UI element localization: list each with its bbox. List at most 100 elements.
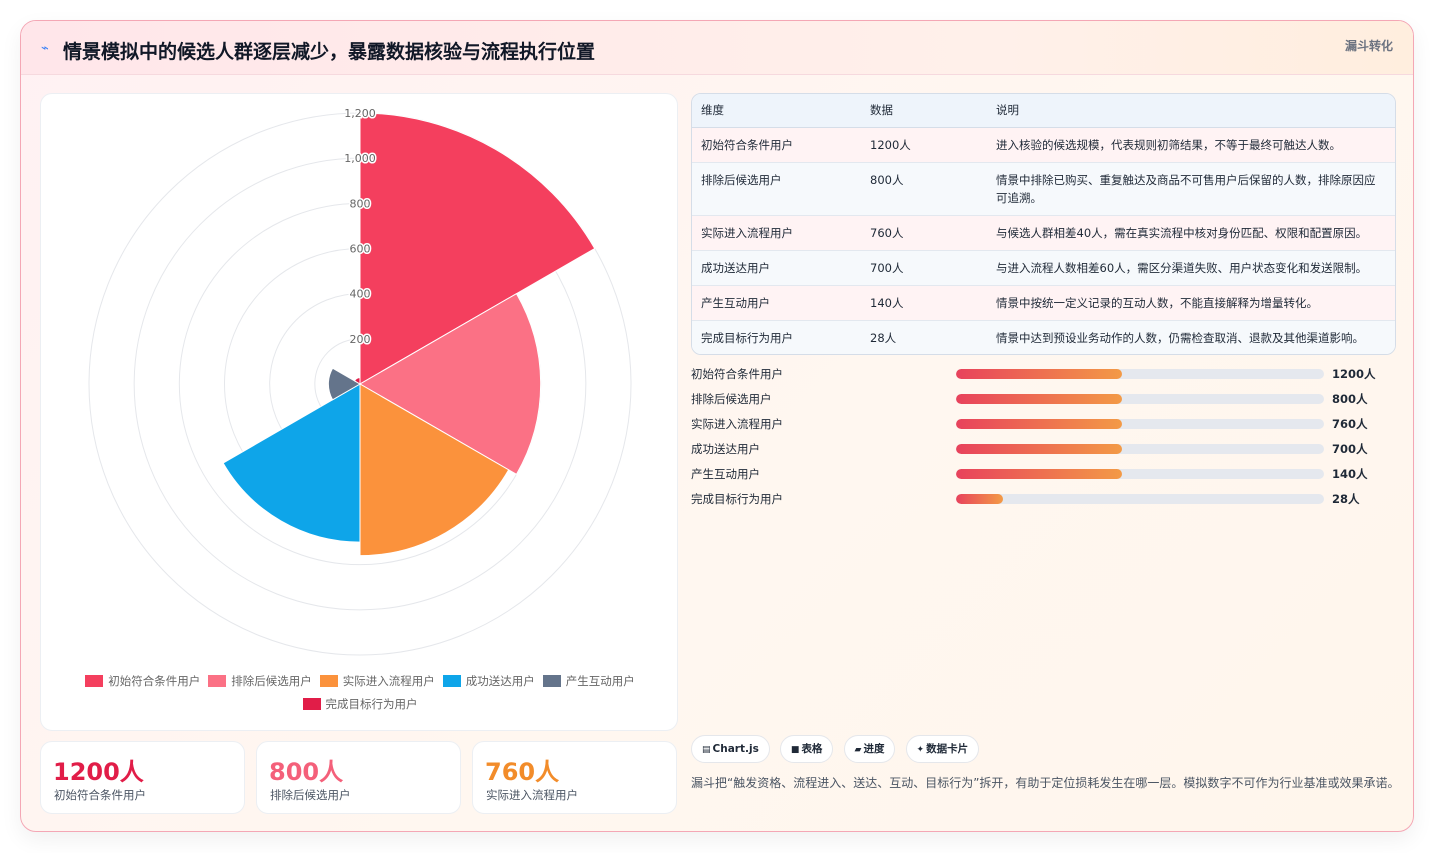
tick-label: 800 <box>350 197 371 210</box>
legend-item[interactable]: 完成目标行为用户 <box>302 693 418 715</box>
progress-label: 排除后候选用户 <box>691 392 772 406</box>
progress-track <box>956 494 1324 504</box>
header-bar: ⌁ 情景模拟中的候选人群逐层减少，暴露数据核验与流程执行位置 漏斗转化 <box>21 21 1413 75</box>
chip-chartjs[interactable]: ▤ Chart.js <box>691 735 770 763</box>
legend-swatch <box>442 675 461 687</box>
legend-item[interactable]: 初始符合条件用户 <box>85 670 200 692</box>
polar-sector <box>358 292 542 476</box>
legend-item[interactable]: 成功送达用户 <box>442 670 535 692</box>
cell-data: 700人 <box>861 250 987 286</box>
legend-swatch <box>302 698 321 710</box>
progress-fill <box>956 494 1003 504</box>
legend-label: 初始符合条件用户 <box>108 674 201 688</box>
progress-track <box>956 419 1324 429</box>
legend-item[interactable]: 排除后候选用户 <box>208 670 312 692</box>
table-icon: ■ <box>790 745 800 755</box>
progress-fill <box>956 419 1122 429</box>
table-row: 产生互动用户 140人 情景中按统一定义记录的互动人数，不能直接解释为增量转化。 <box>692 285 1395 321</box>
legend-swatch <box>542 675 561 687</box>
cell-dimension: 实际进入流程用户 <box>692 215 861 251</box>
cell-data: 800人 <box>861 162 987 216</box>
column-header-data: 数据 <box>861 94 987 128</box>
category-tag: 漏斗转化 <box>1344 39 1393 53</box>
polar-sector <box>222 383 361 543</box>
kpi-value: 760人 <box>485 758 560 786</box>
footnote: 漏斗把“触发资格、流程进入、送达、互动、目标行为”拆开，有助于定位损耗发生在哪一… <box>691 776 1400 790</box>
cell-dimension: 产生互动用户 <box>692 285 861 321</box>
polar-sector <box>359 383 510 557</box>
tick-label: 200 <box>350 333 371 346</box>
legend-label: 完成目标行为用户 <box>325 697 418 711</box>
progress-value: 800人 <box>1332 392 1368 406</box>
polar-sector <box>353 377 361 385</box>
tick-label: 1,000 <box>344 152 376 165</box>
sparkle-icon: ✦ <box>916 745 925 755</box>
cell-description: 情景中排除已购买、重复触达及商品不可售用户后保留的人数，排除原因应可追溯。 <box>987 162 1395 216</box>
kpi-card-candidates: 800人 排除后候选用户 <box>256 741 461 814</box>
polar-chart-panel: 200 400 600 800 1,000 1,200 初始符合条件用户 排除后候选用户 实际… <box>40 93 678 731</box>
legend-item[interactable]: 实际进入流程用户 <box>319 670 435 692</box>
dashboard-card: ⌁ 情景模拟中的候选人群逐层减少，暴露数据核验与流程执行位置 漏斗转化 200 4… <box>20 20 1414 832</box>
progress-label: 初始符合条件用户 <box>691 367 783 381</box>
table-row: 初始符合条件用户 1200人 进入核验的候选规模，代表规则初筛结果，不等于最终可… <box>692 127 1395 163</box>
cell-description: 进入核验的候选规模，代表规则初筛结果，不等于最终可触达人数。 <box>987 127 1395 163</box>
progress-list: 初始符合条件用户 1200人排除后候选用户 800人实际进入流程用户 760人成功送达… <box>691 363 1396 513</box>
legend-swatch <box>85 675 104 687</box>
polar-sector <box>327 367 362 401</box>
tech-chips: ▤ Chart.js ■ 表格 ▰ 进度 ✦ 数据卡片 <box>691 735 984 763</box>
column-header-dimension: 维度 <box>692 94 861 128</box>
progress-fill <box>956 394 1122 404</box>
cell-dimension: 排除后候选用户 <box>692 162 861 216</box>
kpi-label: 实际进入流程用户 <box>486 788 578 802</box>
polar-sector <box>359 112 596 385</box>
progress-fill <box>956 469 1122 479</box>
cell-description: 情景中达到预设业务动作的人数，仍需检查取消、退款及其他渠道影响。 <box>987 320 1395 354</box>
cell-description: 与候选人群相差40人，需在真实流程中核对身份匹配、权限和配置原因。 <box>987 215 1395 251</box>
legend-label: 产生互动用户 <box>565 674 635 688</box>
cell-dimension: 成功送达用户 <box>692 250 861 286</box>
tick-label: 600 <box>350 243 371 256</box>
chip-data-card[interactable]: ✦ 数据卡片 <box>905 735 980 763</box>
progress-label: 成功送达用户 <box>691 442 760 456</box>
tick-label: 400 <box>350 288 371 301</box>
legend-label: 排除后候选用户 <box>231 674 312 688</box>
progress-row: 完成目标行为用户 28人 <box>691 488 1396 513</box>
progress-track <box>956 394 1324 404</box>
cell-data: 760人 <box>861 215 987 251</box>
table-row: 成功送达用户 700人 与进入流程人数相差60人，需区分渠道失败、用户状态变化和… <box>692 250 1395 286</box>
kpi-card-entered: 760人 实际进入流程用户 <box>472 741 677 814</box>
cell-data: 140人 <box>861 285 987 321</box>
column-header-description: 说明 <box>987 94 1395 128</box>
page-title: 情景模拟中的候选人群逐层减少，暴露数据核验与流程执行位置 <box>63 41 596 63</box>
progress-row: 排除后候选用户 800人 <box>691 388 1396 413</box>
data-table: 维度 数据 说明 初始符合条件用户 1200人 进入核验的候选规模，代表规则初筛… <box>691 93 1396 355</box>
progress-label: 实际进入流程用户 <box>691 417 783 431</box>
chip-progress[interactable]: ▰ 进度 <box>843 735 896 763</box>
progress-row: 产生互动用户 140人 <box>691 463 1396 488</box>
progress-value: 140人 <box>1332 467 1368 481</box>
progress-track <box>956 444 1324 454</box>
chip-table[interactable]: ■ 表格 <box>779 735 834 763</box>
cell-description: 情景中按统一定义记录的互动人数，不能直接解释为增量转化。 <box>987 285 1395 321</box>
cell-description: 与进入流程人数相差60人，需区分渠道失败、用户状态变化和发送限制。 <box>987 250 1395 286</box>
progress-label: 完成目标行为用户 <box>691 492 783 506</box>
progress-row: 初始符合条件用户 1200人 <box>691 363 1396 388</box>
lightning-icon: ⌁ <box>41 41 49 56</box>
progress-row: 实际进入流程用户 760人 <box>691 413 1396 438</box>
progress-value: 760人 <box>1332 417 1368 431</box>
progress-fill <box>956 369 1122 379</box>
cell-dimension: 初始符合条件用户 <box>692 127 861 163</box>
polar-area-chart: 200 400 600 800 1,000 1,200 <box>88 106 632 656</box>
kpi-value: 800人 <box>269 758 344 786</box>
progress-track <box>956 369 1324 379</box>
table-row: 实际进入流程用户 760人 与候选人群相差40人，需在真实流程中核对身份匹配、权… <box>692 215 1395 251</box>
legend-swatch <box>208 675 227 687</box>
progress-value: 700人 <box>1332 442 1368 456</box>
progress-row: 成功送达用户 700人 <box>691 438 1396 463</box>
cell-data: 1200人 <box>861 127 987 163</box>
kpi-card-initial: 1200人 初始符合条件用户 <box>40 741 245 814</box>
progress-value: 28人 <box>1332 492 1360 506</box>
tick-label: 1,200 <box>344 107 376 120</box>
legend-item[interactable]: 产生互动用户 <box>542 670 635 692</box>
legend-swatch <box>319 675 338 687</box>
